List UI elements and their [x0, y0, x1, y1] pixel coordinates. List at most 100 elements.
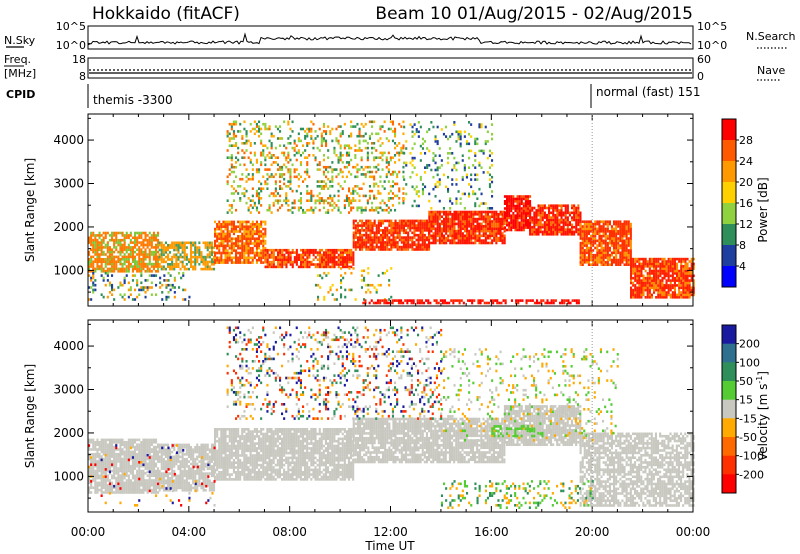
- data-cell: [331, 265, 334, 269]
- data-cell: [560, 225, 563, 229]
- data-cell: [277, 251, 280, 254]
- data-cell: [600, 234, 603, 238]
- data-cell: [659, 293, 662, 297]
- data-cell: [111, 260, 114, 263]
- data-cell: [115, 236, 118, 240]
- data-cell: [90, 236, 93, 240]
- data-cell: [552, 223, 555, 227]
- data-cell: [432, 125, 435, 129]
- data-cell: [123, 276, 126, 280]
- data-cell: [617, 263, 620, 266]
- data-cell: [230, 158, 233, 162]
- data-cell: [442, 132, 445, 136]
- data-cell: [692, 279, 695, 282]
- data-cell: [295, 175, 298, 179]
- data-cell: [333, 251, 336, 254]
- data-cell: [177, 263, 180, 266]
- data-cell: [297, 265, 300, 269]
- data-cell: [142, 262, 145, 266]
- data-cell: [113, 265, 116, 268]
- data-cell: [337, 194, 340, 198]
- data-cell: [249, 225, 252, 228]
- data-cell: [274, 199, 277, 202]
- data-cell: [243, 156, 246, 159]
- data-cell: [352, 206, 355, 210]
- data-cell: [249, 242, 252, 245]
- data-cell: [556, 221, 559, 224]
- data-cell: [279, 144, 282, 147]
- data-cell: [251, 235, 254, 238]
- data-cell: [634, 284, 637, 287]
- data-cell: [247, 156, 250, 159]
- data-cell: [673, 262, 676, 266]
- data-cell: [561, 301, 564, 305]
- data-cell: [167, 246, 170, 249]
- data-cell: [155, 270, 158, 273]
- data-cell: [183, 267, 186, 271]
- data-cell: [560, 204, 563, 207]
- data-cell: [222, 249, 225, 252]
- data-cell: [341, 175, 344, 179]
- data-cell: [539, 213, 542, 217]
- data-cell: [566, 206, 569, 210]
- data-cell: [245, 180, 248, 183]
- data-cell: [610, 227, 613, 231]
- data-cell: [293, 201, 296, 205]
- data-cell: [642, 291, 645, 294]
- data-cell: [194, 258, 197, 261]
- data-cell: [678, 288, 681, 292]
- data-cell: [111, 270, 114, 273]
- data-cell: [381, 185, 384, 188]
- data-cell: [514, 221, 517, 225]
- data-cell: [322, 206, 325, 210]
- data-cell: [381, 208, 384, 212]
- data-cell: [400, 236, 403, 239]
- data-cell: [260, 256, 263, 260]
- data-cell: [287, 180, 290, 183]
- data-cell: [435, 301, 438, 305]
- data-cell: [520, 209, 523, 213]
- data-cell: [478, 234, 481, 238]
- data-cell: [255, 122, 258, 126]
- data-cell: [367, 241, 370, 244]
- data-cell: [316, 180, 319, 183]
- data-cell: [111, 288, 114, 292]
- data-cell: [449, 232, 452, 235]
- data-cell: [391, 130, 394, 133]
- data-cell: [245, 237, 248, 240]
- data-cell: [171, 283, 174, 287]
- data-cell: [371, 283, 374, 287]
- data-cell: [428, 215, 431, 218]
- data-cell: [333, 260, 336, 264]
- data-cell: [413, 231, 416, 235]
- data-cell: [590, 225, 593, 228]
- data-cell: [270, 256, 273, 259]
- data-cell: [302, 263, 305, 266]
- data-cell: [251, 177, 254, 181]
- data-cell: [323, 265, 326, 269]
- data-cell: [688, 284, 691, 287]
- data-cell: [391, 120, 394, 124]
- data-cell: [478, 210, 481, 214]
- data-cell: [354, 219, 357, 223]
- data-cell: [500, 301, 503, 305]
- data-cell: [617, 222, 620, 226]
- data-cell: [364, 299, 367, 302]
- data-cell: [636, 288, 639, 292]
- data-cell: [659, 296, 662, 299]
- data-cell: [403, 197, 406, 200]
- data-cell: [602, 253, 605, 257]
- data-cell: [627, 256, 630, 259]
- data-cell: [432, 234, 435, 238]
- data-cell: [344, 288, 347, 292]
- data-cell: [245, 242, 248, 245]
- data-cell: [167, 295, 170, 299]
- data-cell: [365, 226, 368, 230]
- data-cell: [239, 237, 242, 240]
- data-cell: [392, 241, 395, 244]
- data-cell: [653, 288, 656, 292]
- data-cell: [379, 201, 382, 205]
- data-cell: [354, 226, 357, 230]
- data-cell: [239, 258, 242, 262]
- data-cell: [310, 197, 313, 200]
